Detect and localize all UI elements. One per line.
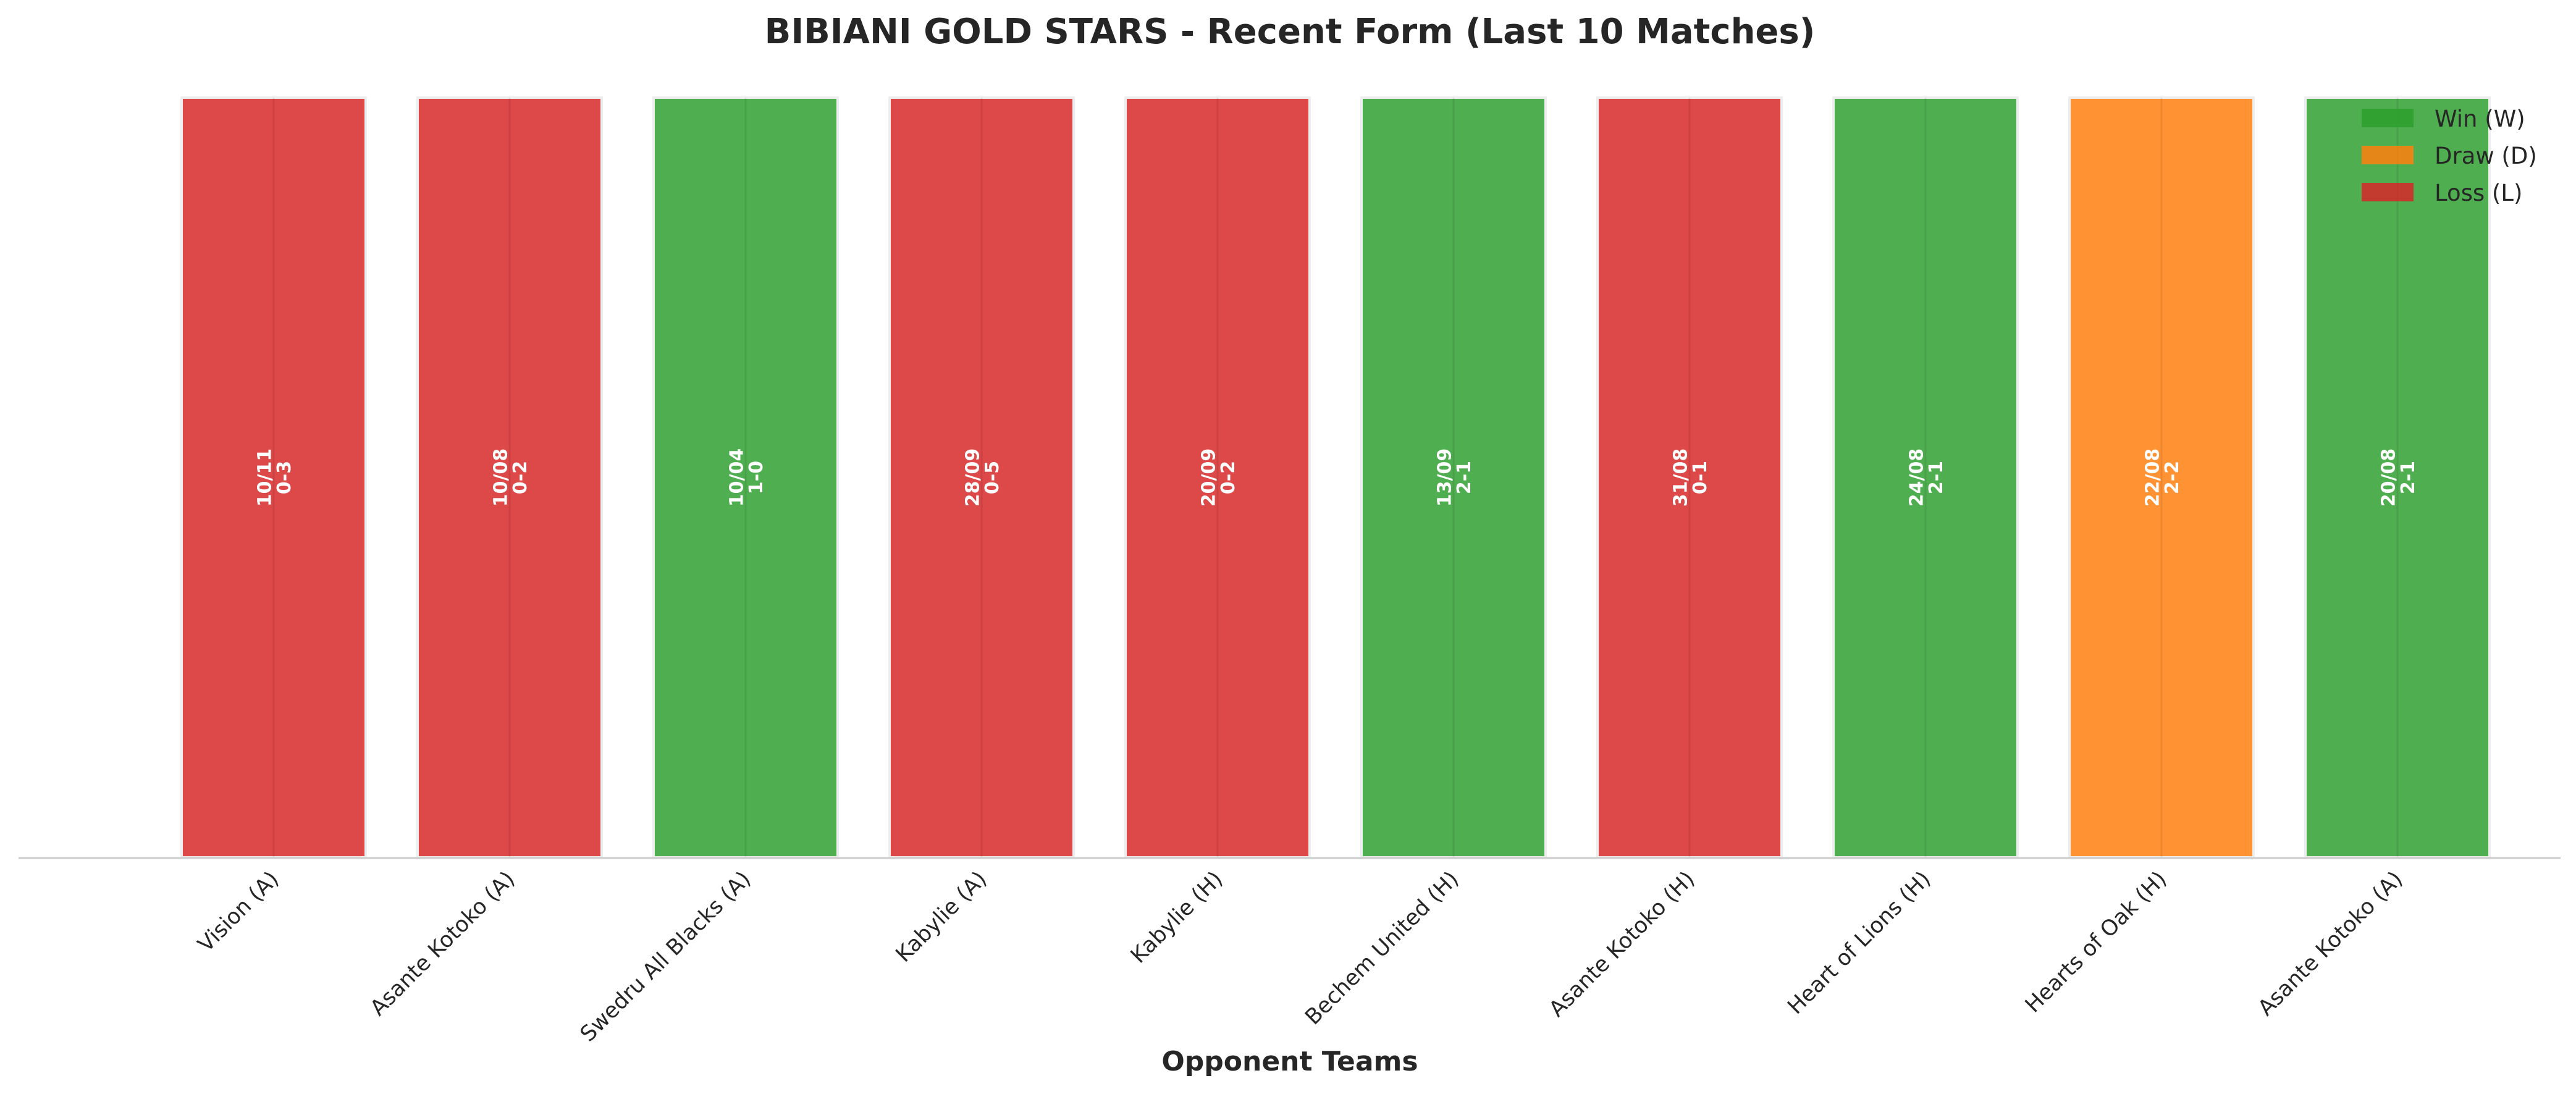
bar-score: 2-1 — [2397, 461, 2419, 494]
bar-score: 2-1 — [1454, 461, 1475, 494]
bar-label: 10/110-3 — [255, 448, 296, 507]
legend-swatch-w — [2362, 109, 2414, 127]
chart-title: BIBIANI GOLD STARS - Recent Form (Last 1… — [765, 12, 1816, 52]
bar-score: 0-2 — [510, 461, 531, 494]
bar-date: 22/08 — [2142, 448, 2164, 507]
bar-5 — [1124, 96, 1311, 859]
legend-label-w: Win (W) — [2435, 106, 2525, 132]
bar-date: 24/08 — [1906, 448, 1928, 507]
bar-score: 0-2 — [1218, 461, 1239, 494]
legend-swatch-l — [2362, 183, 2414, 201]
bar-date: 28/09 — [962, 448, 984, 507]
x-axis-label: Opponent Teams — [1161, 1046, 1418, 1077]
bar-score: 0-3 — [274, 461, 295, 494]
bar-date: 31/08 — [1670, 448, 1692, 507]
bar-score: 0-5 — [982, 461, 1003, 494]
legend-label-l: Loss (L) — [2435, 180, 2522, 206]
bar-2 — [416, 96, 603, 859]
bar-label: 22/082-2 — [2142, 448, 2184, 507]
bar-9 — [2068, 96, 2255, 859]
bar-date: 20/09 — [1198, 448, 1220, 507]
bar-date: 10/11 — [255, 448, 276, 507]
legend-label-d: Draw (D) — [2435, 143, 2537, 169]
bar-label: 20/082-1 — [2378, 448, 2420, 507]
bars: 10/110-3 10/080-2 10/041-0 28/090-5 20/090-2… — [180, 96, 2491, 859]
bar-score: 2-2 — [2161, 461, 2183, 494]
bar-10 — [2304, 96, 2491, 859]
bar-8 — [1832, 96, 2019, 859]
bar-score: 2-1 — [1926, 461, 1947, 494]
bar-date: 20/08 — [2378, 448, 2400, 507]
legend-swatch-d — [2362, 146, 2414, 164]
bar-date: 13/09 — [1434, 448, 1456, 507]
bar-score: 0-1 — [1690, 461, 1711, 494]
bar-date: 10/08 — [490, 448, 512, 507]
bar-label: 13/092-1 — [1434, 448, 1476, 507]
bar-1 — [180, 96, 367, 859]
bar-7 — [1596, 96, 1783, 859]
bar-6 — [1360, 96, 1547, 859]
bar-label: 20/090-2 — [1198, 448, 1240, 507]
bar-label: 31/080-1 — [1670, 448, 1712, 507]
bar-label: 10/080-2 — [490, 448, 532, 507]
bar-3 — [652, 96, 839, 859]
bar-label: 24/082-1 — [1906, 448, 1948, 507]
bar-label: 10/041-0 — [726, 448, 768, 507]
bar-score: 1-0 — [746, 461, 767, 494]
bar-date: 10/04 — [726, 448, 748, 507]
bar-label: 28/090-5 — [962, 448, 1004, 507]
bar-4 — [888, 96, 1075, 859]
legend: Win (W) Draw (D) Loss (L) — [2362, 106, 2537, 206]
